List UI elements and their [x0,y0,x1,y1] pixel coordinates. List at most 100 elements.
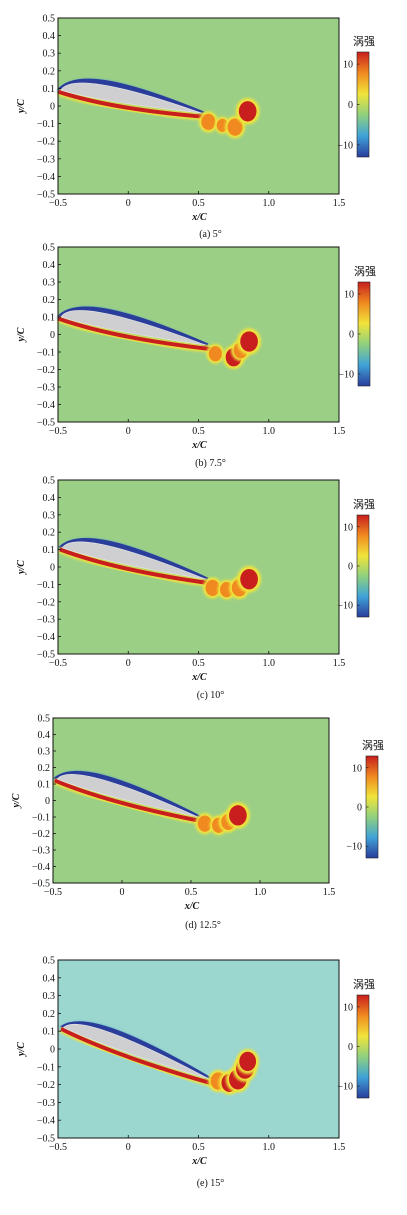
lower-vortex-layer [59,547,212,586]
x-tick-label: −0.5 [49,1142,67,1153]
x-tick-label: 1.5 [333,426,346,437]
y-tick-label: 0.3 [38,747,51,758]
upper-vortex-core [57,78,205,116]
y-axis-label: y/C [11,793,22,808]
x-tick-label: 1.5 [333,198,346,209]
y-tick-label: −0.5 [37,650,55,661]
colorbar-title: 涡强 [362,739,384,752]
y-tick-label: −0.1 [37,119,55,130]
wake-vortex-1 [197,815,212,832]
colorbar-tick-label: 0 [348,562,353,573]
x-tick-label: 1.5 [333,658,346,669]
y-tick-label: −0.1 [37,580,55,591]
plot-area [53,718,329,883]
colorbar-tick-label: −10 [337,601,353,612]
x-tick-label: 0.5 [192,1142,205,1153]
y-tick-label: −0.1 [37,1062,55,1073]
y-tick-label: 0.2 [38,763,51,774]
y-tick-label: −0.5 [37,418,55,429]
y-tick-label: 0.1 [43,1027,56,1038]
y-tick-label: −0.4 [37,172,55,183]
lower-vortex-layer [53,778,204,824]
wake-vortex-1 [201,113,216,130]
x-tick-label: −0.5 [49,426,67,437]
y-tick-label: −0.3 [32,846,50,857]
airfoil-group [56,78,207,121]
y-tick-label: −0.4 [37,1116,55,1127]
x-tick-label: 0 [126,198,131,209]
y-tick-label: 0.3 [43,278,56,289]
wake-vortex-1 [205,579,220,596]
panel-3: 0.5 0.4 0.3 0.2 0.1 0 −0.1 −0.2 −0.3 −0.4 −0.5−0.5… [16,476,375,702]
colorbar-tick-label: 10 [343,1002,353,1013]
colorbar-title: 涡强 [353,35,375,48]
panel-4: 0.5 0.4 0.3 0.2 0.1 0 −0.1 −0.2 −0.3 −0.4 −0.5−0.5… [11,714,384,932]
airfoil-body [61,541,206,580]
y-tick-label: −0.3 [37,1098,55,1109]
x-tick-label: 0.5 [185,887,198,898]
x-tick-label: 1.0 [263,1142,276,1153]
colorbar-tick-label: 0 [348,100,353,111]
y-tick-label: −0.1 [37,348,55,359]
y-tick-label: 0.4 [43,493,56,504]
colorbar-tick-label: 0 [357,803,362,814]
upper-vortex-core [53,770,201,820]
y-tick-label: −0.2 [37,1080,55,1091]
y-tick-label: −0.2 [37,137,55,148]
lower-vortex-layer [57,89,207,119]
y-tick-label: −0.5 [37,1134,55,1145]
y-tick-label: 0 [50,102,55,113]
panel-caption: (b) 7.5° [195,458,226,469]
y-tick-label: −0.1 [32,813,50,824]
y-tick-label: 0.4 [43,31,56,42]
wake-vortex-4 [240,331,258,352]
y-tick-label: −0.2 [37,365,55,376]
y-tick-label: −0.3 [37,154,55,165]
x-axis-label: x/C [191,212,207,223]
x-tick-label: 1.0 [254,887,267,898]
y-tick-label: 0.2 [43,528,56,539]
x-tick-label: 0 [120,887,125,898]
wake-vortex-3 [227,118,243,136]
x-tick-label: 0 [126,426,131,437]
colorbar-tick-label: −10 [337,1082,353,1093]
y-tick-label: −0.4 [37,632,55,643]
colorbar-tick-label: −10 [338,370,354,381]
wake-vortex-1 [208,346,222,362]
colorbar-tick-label: −10 [337,140,353,151]
colorbar-tick-label: −10 [346,842,362,853]
y-tick-label: 0.3 [43,991,56,1002]
colorbar-tick-label: 10 [343,522,353,533]
y-tick-label: 0.4 [38,730,51,741]
panel-5: 0.5 0.4 0.3 0.2 0.1 0 −0.1 −0.2 −0.3 −0.4 −0.5−0.5… [16,956,375,1190]
x-tick-label: 0.5 [192,198,205,209]
y-tick-label: 0 [45,796,50,807]
colorbar-tick-label: 10 [352,763,362,774]
y-tick-label: 0.1 [43,84,56,95]
colorbar-title: 涡强 [353,498,375,511]
panel-2: 0.5 0.4 0.3 0.2 0.1 0 −0.1 −0.2 −0.3 −0.4 −0.5−0.5… [16,243,376,470]
y-tick-label: 0.1 [43,545,56,556]
x-tick-label: −0.5 [44,887,62,898]
panel-1: 0.5 0.4 0.3 0.2 0.1 0 −0.1 −0.2 −0.3 −0.4 −0.5−0.5… [16,14,375,241]
y-tick-label: −0.3 [37,383,55,394]
x-tick-label: 1.5 [323,887,336,898]
y-tick-label: 0.2 [43,295,56,306]
y-tick-label: 0 [50,1045,55,1056]
y-axis-label: y/C [16,99,27,114]
upper-vortex-core [60,1021,213,1082]
y-tick-label: 0.3 [43,49,56,60]
y-tick-label: 0.4 [43,260,56,271]
x-axis-label: x/C [184,901,200,912]
y-tick-label: 0.1 [43,313,56,324]
plot-area [58,480,339,654]
colorbar-tick-label: 10 [343,60,353,71]
lower-vortex-layer [57,316,212,352]
y-axis-label: y/C [16,327,27,342]
y-tick-label: −0.4 [32,862,50,873]
lower-vortex-layer [60,1027,215,1087]
y-tick-label: −0.2 [37,597,55,608]
colorbar-tick-label: 10 [344,290,354,301]
panel-caption: (d) 12.5° [185,920,221,931]
